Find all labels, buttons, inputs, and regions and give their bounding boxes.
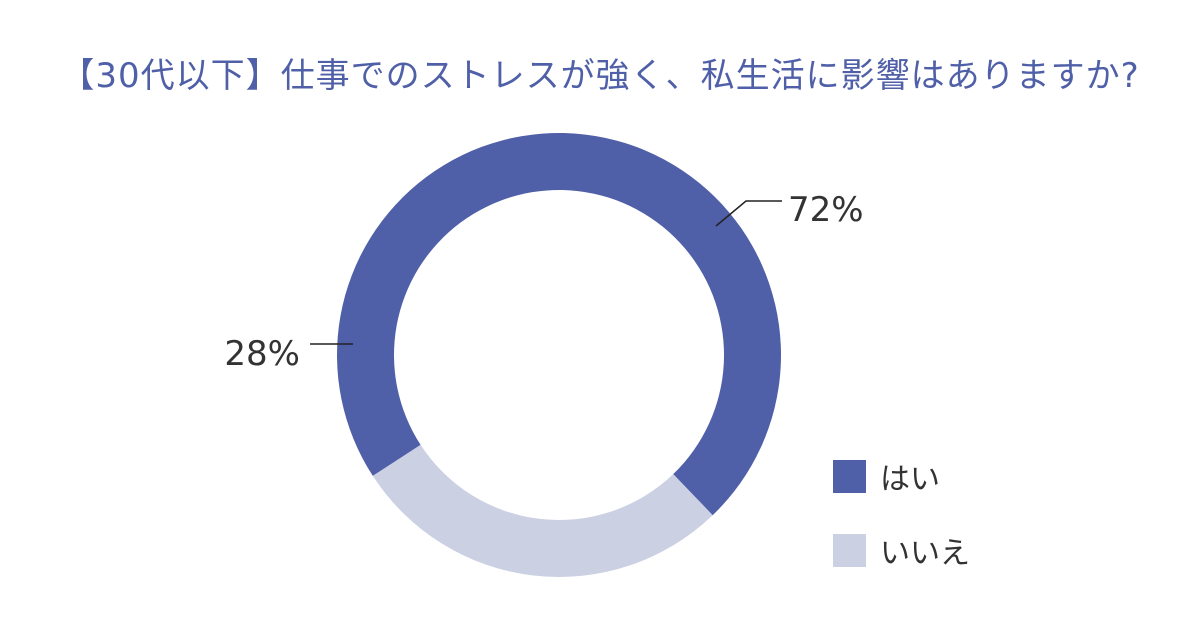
- legend-label-yes: はい: [880, 462, 940, 497]
- slice-yes: [337, 133, 782, 516]
- leader-line-yes: [715, 200, 782, 227]
- slice-no: [372, 444, 713, 577]
- legend-item-no: いいえ: [833, 532, 970, 571]
- legend: はい いいえ: [833, 458, 970, 606]
- legend-label-no: いいえ: [880, 536, 970, 571]
- legend-swatch-no: [833, 533, 866, 567]
- data-label-no: 28%: [224, 334, 300, 374]
- data-label-yes: 72%: [788, 190, 864, 230]
- legend-item-yes: はい: [833, 458, 970, 497]
- legend-swatch-yes: [833, 459, 866, 493]
- chart-title: 【30代以下】仕事でのストレスが強く、私生活に影響はありますか?: [60, 56, 1140, 96]
